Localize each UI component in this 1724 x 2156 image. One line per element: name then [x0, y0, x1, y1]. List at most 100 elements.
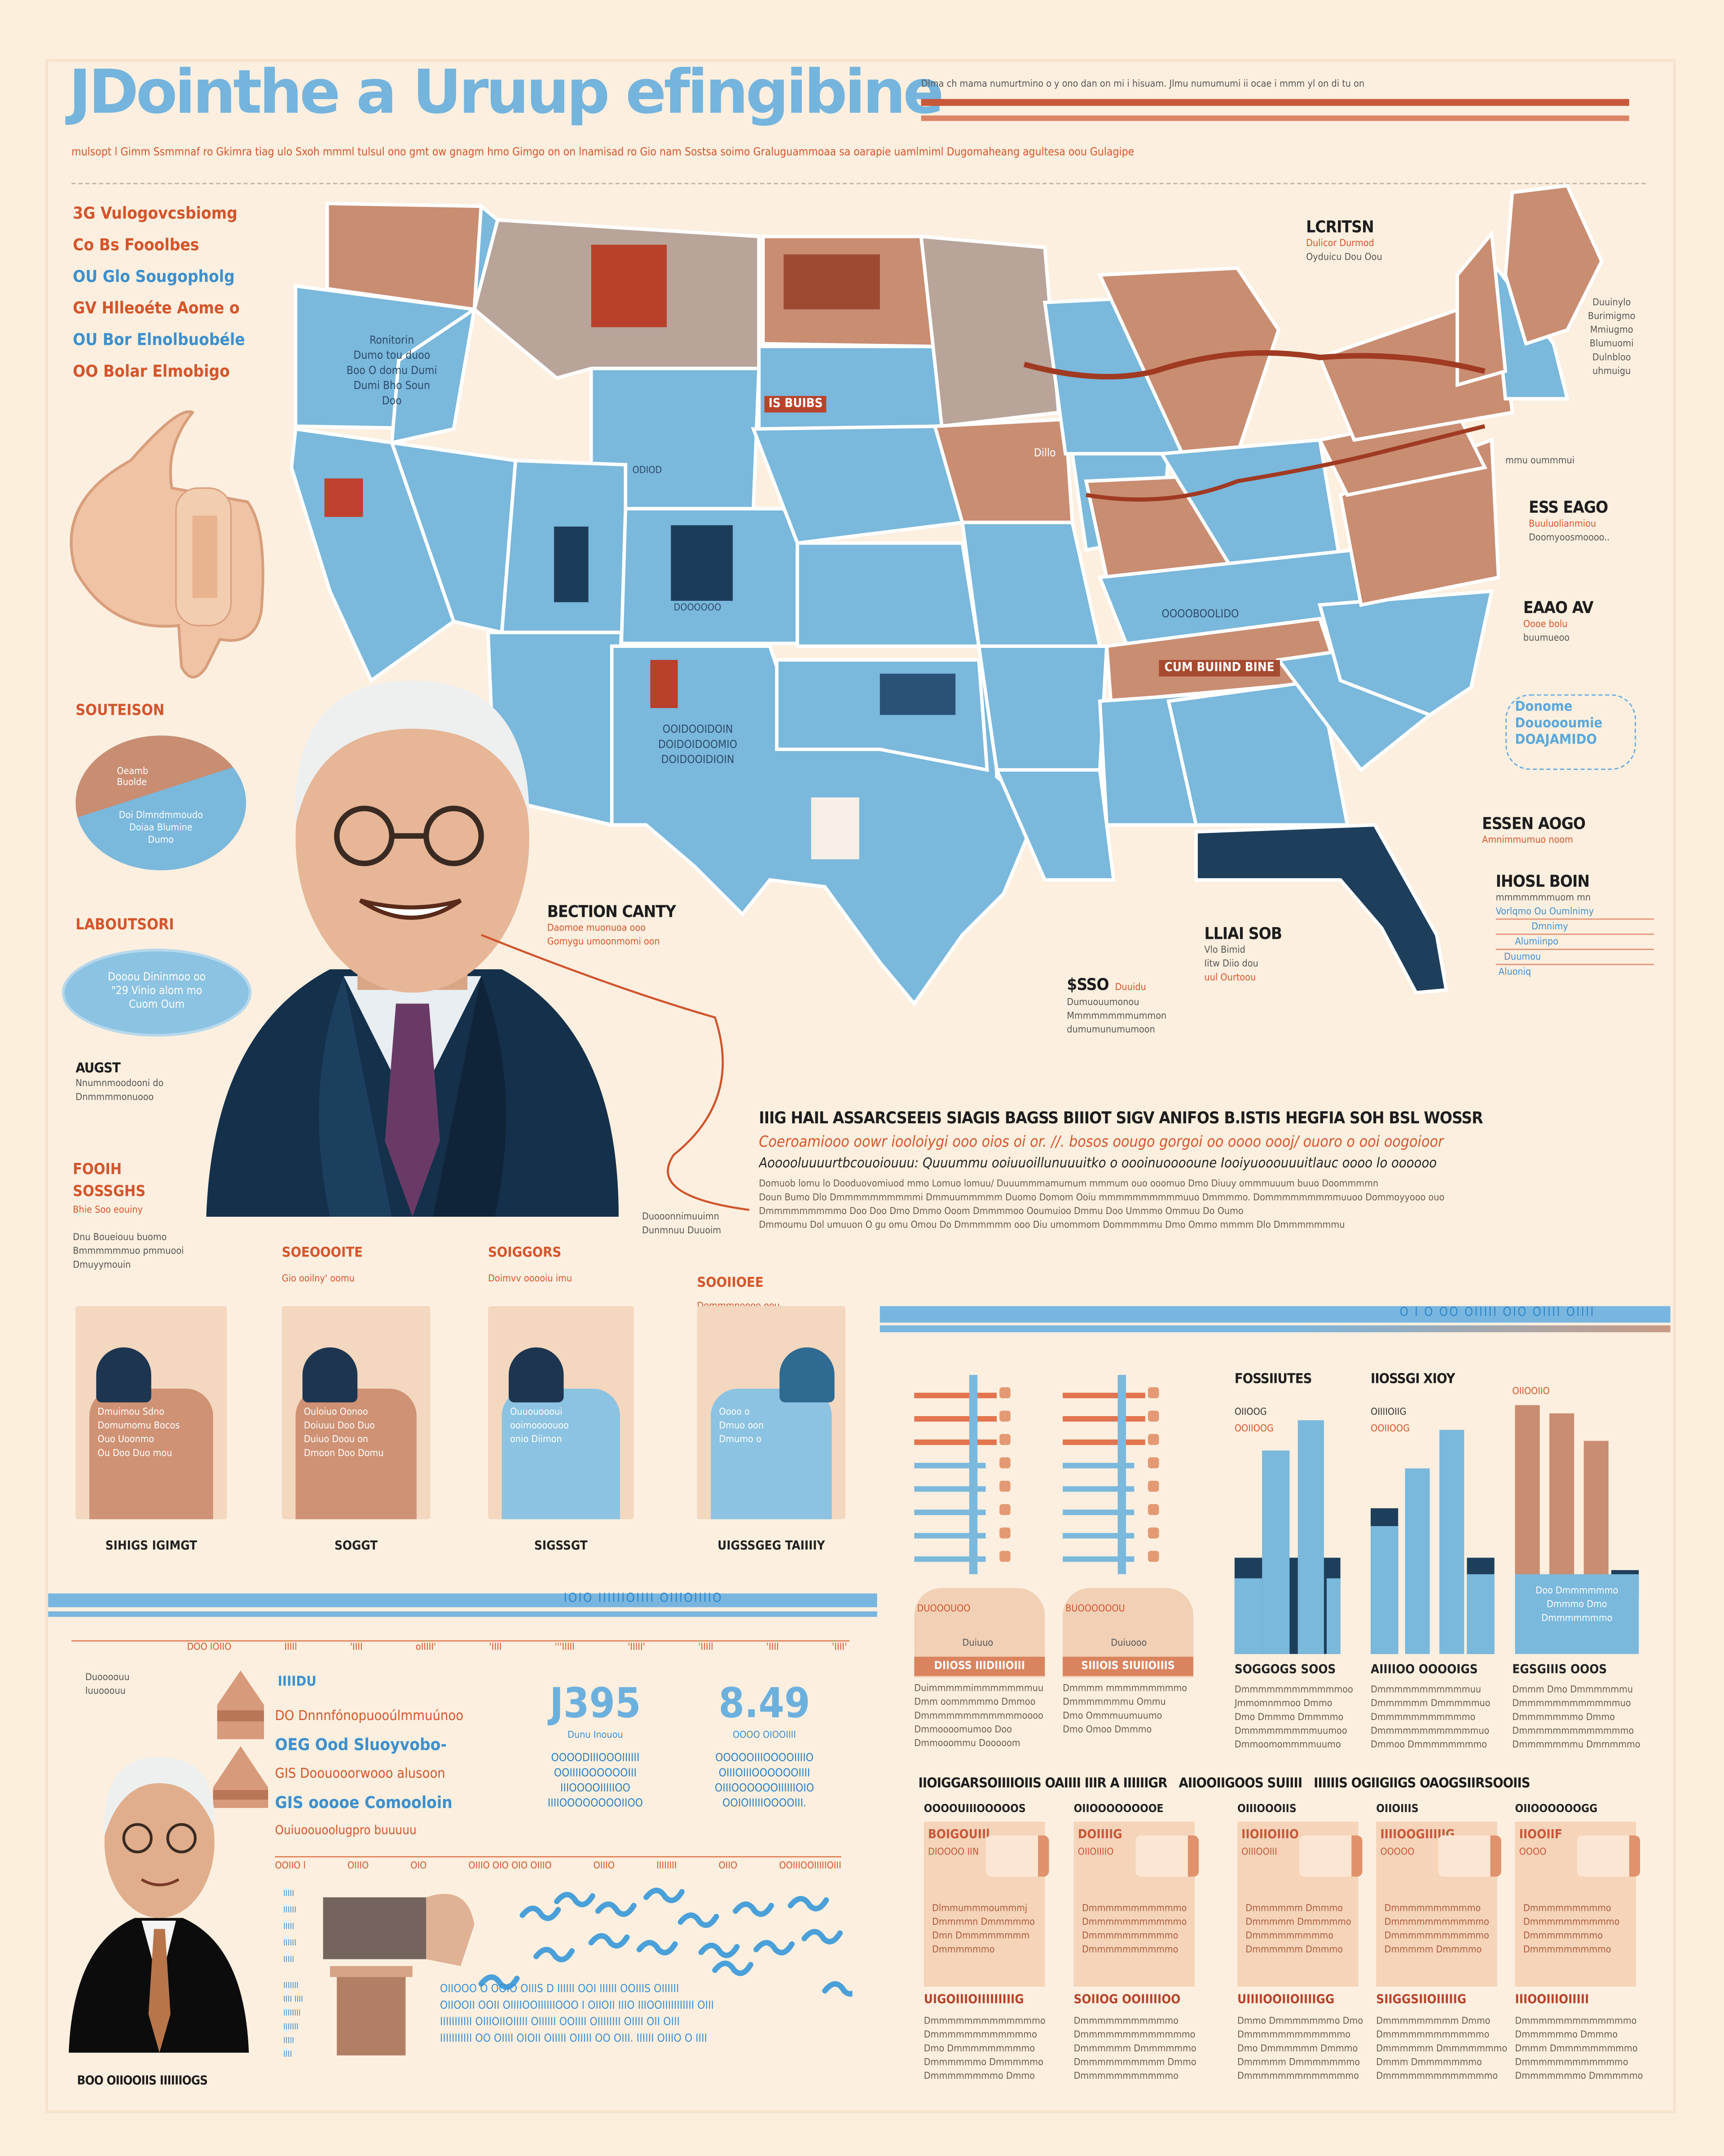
map-label-title: OOIDOOIDOIN	[662, 723, 733, 736]
stat-line: OIIIOIIIOOOOOOIIII	[718, 1766, 810, 1779]
bird-icon	[801, 1929, 843, 1945]
card-text: Ouloiuo Oonoo Doiuuu Doo Duo Duiuo Doou …	[303, 1406, 384, 1459]
portrait-caption: BOO OIIOOIIS IIIIIIOGS	[77, 2074, 208, 2089]
landmark-icon	[811, 797, 859, 859]
ruler-ticks: OOIIO l OIIIO OIO OIIIO OIO OIO OIIIO OIIIO I…	[275, 1860, 841, 1871]
state-region	[1194, 823, 1448, 994]
chart-text: Dmmm Dmo Dmmmmmmu	[1512, 1684, 1633, 1695]
map-note: IHOSL BOIN mmmmmmmuom mn Vorlqmo Ou Ouml…	[1495, 871, 1654, 979]
ruler-line-text: Duimmmmmimmmmmmmuu	[914, 1683, 1044, 1694]
panel-title: AUGST	[75, 1061, 120, 1077]
band-label: IOIO IIIIIIOIIII OIIIOIIIIO	[563, 1592, 723, 1606]
list-item: OU Bor Elnolbuobéle	[73, 330, 245, 349]
figure-icon	[509, 1347, 564, 1403]
ruler-tick	[1063, 1533, 1135, 1539]
typewriter-icon	[1577, 1835, 1640, 1877]
card-caption: SOGGT	[334, 1540, 378, 1554]
card-sub: Gio ooilny' oomu	[281, 1273, 355, 1285]
card-shape	[295, 1388, 417, 1519]
chart-text: Dmmmmmm Dmmmmmuo	[1371, 1698, 1491, 1709]
card-caption: SOIIOG OOIIIIIOO	[1073, 1993, 1181, 2007]
panel-text: Dmuyymouin	[73, 1259, 131, 1271]
card-text: Dmmmmmm Dmmmmmmo	[1073, 2043, 1196, 2054]
info-card: IIOOIIF OOOO Dmmmmmmmmmo Dmmmmmmmmmmo Dmmm…	[1515, 1822, 1640, 1987]
panel-text: Bmmmmmmuo pmmuooi	[73, 1245, 184, 1257]
pie-chart-icon: Oeamb Buolde Doi Dlmndmmoudo Doiaa Blumi…	[75, 735, 246, 871]
list-item: GIS Doouooorwooo alusoon	[275, 1766, 445, 1782]
bar	[1515, 1405, 1540, 1577]
stat-line: OOOOOIIIOOOOIIIIO	[715, 1751, 814, 1764]
ruler-line-text: Dmo Omoo Dmmmo	[1063, 1724, 1152, 1735]
chart-text: Dmmmmmmmmmmmuu	[1371, 1684, 1481, 1695]
card-text: Dmmm Dmmmmmmmmmo	[1515, 2043, 1638, 2054]
card-label: SOIGGORS	[488, 1245, 562, 1261]
side-line: Burimigmo	[1588, 311, 1636, 322]
tick-label: '''IIIII	[554, 1641, 575, 1653]
tick-label: 'IIIII'	[628, 1641, 646, 1653]
band-label: O I O OO OIIIII OIO OIIII OIIII	[1399, 1306, 1595, 1320]
ruler-line-text: Dmmmm mmmmmmmmmo	[1063, 1683, 1187, 1694]
chart-caption: AIIIIOO OOOOIGS	[1371, 1663, 1478, 1677]
card-text: Oooo o Dmuo oon Dmumo o	[719, 1406, 764, 1445]
chart-text: Dmmmmmmmmmmmmuo	[1512, 1698, 1631, 1709]
chart-caption: SOGGOGS SOOS	[1234, 1663, 1336, 1677]
bar	[1405, 1468, 1430, 1654]
ruler-banner: DIIOSS IIIDIIIOIII	[914, 1656, 1045, 1676]
map-label: OOIDOOIDOIN DOIDOIDOOMIO DOIDOOIDIOIN	[633, 722, 763, 767]
bird-icon	[533, 1947, 575, 1962]
note-title: ESS EAGO	[1529, 497, 1608, 517]
ruler-banner: SIIIOIS SIUIIOIIIS	[1063, 1656, 1193, 1676]
tick-label: OOIIO l	[275, 1860, 306, 1871]
note-text: dumumunumumoon	[1067, 1024, 1155, 1035]
bar	[1467, 1574, 1495, 1654]
bird-icon	[519, 1905, 561, 1921]
header-rule	[921, 99, 1629, 106]
headline-title: IIIG HAIL ASSARCSEEIS SIAGIS BAGSS BIIIO…	[759, 1108, 1483, 1128]
state-region	[1317, 589, 1494, 717]
ruler-marker-icon	[1148, 1551, 1159, 1562]
card-text: Dmmmmmmmmmmmmo	[1515, 2057, 1628, 2068]
ruler-marker-icon	[999, 1551, 1011, 1562]
typewriter-icon	[1438, 1835, 1501, 1877]
panel-text: Dnu Boueiouu buomo	[73, 1232, 167, 1243]
route-line	[1086, 424, 1486, 502]
side-line: Blumuomi	[1589, 338, 1634, 349]
axis-label: IIII IIII	[283, 1995, 303, 2005]
card-text: Dmmmmmmo Dmmmmmo	[924, 2057, 1043, 2068]
stat-value: J395	[550, 1680, 641, 1729]
callout-bottom: Duooonnimuuimn Dunmnuu Duuoim	[642, 1211, 721, 1236]
map-label: DOOOOOO	[673, 602, 721, 613]
section-band	[48, 1593, 877, 1607]
card-text: Dmmmmmmmmmmmmo	[1237, 2029, 1351, 2041]
ruler-spine	[1117, 1375, 1126, 1575]
card-caption: UIIIIOOIIOIIIIGG	[1237, 1993, 1335, 2007]
card-sub: OIIOIIIIO	[1078, 1846, 1114, 1858]
axis-label: IIIIII	[283, 1938, 297, 1949]
section-band	[48, 1611, 877, 1617]
pie-label: Oeamb Buolde	[117, 766, 149, 788]
panel-sub: Bhie Soo eouiny	[73, 1204, 143, 1215]
section-band	[880, 1325, 1671, 1333]
card-sub: OIIIOOIII	[1241, 1846, 1277, 1858]
tick-label: OIIIO OIO OIO OIIIO	[468, 1860, 552, 1871]
axis-label: IIIIIII	[283, 1981, 299, 1991]
panel-text: Dnmmmmonuooo	[75, 1091, 154, 1103]
ruler-tick	[1063, 1463, 1135, 1469]
note-text: Vlo Bimid	[1204, 944, 1245, 956]
card-label: OIIOIIIS	[1376, 1802, 1419, 1815]
map-label: Dillo	[1034, 447, 1056, 459]
chart-text: Dmmmmmmmmmuumoo	[1234, 1725, 1347, 1737]
chart-sub: OIIIIOIIG	[1371, 1406, 1407, 1418]
map-label-text: Dumo tou duoo Boo O domu Dumi Dumi Bho S…	[346, 349, 437, 407]
info-card: DOIIIIG OIIOIIIIO Dmmmmmmmmmmmo Dmmmmmmmmm…	[1073, 1822, 1199, 1987]
list-head: IIIIDU	[277, 1674, 317, 1690]
card-body: Dmmmmmm Dmmmo Dmmmmm Dmmmmmo Dmmmmmmmmmo…	[1245, 1903, 1351, 1955]
rocket-icon	[213, 1670, 268, 1808]
migration-illustration-icon	[323, 1888, 853, 2055]
side-line: uhmuigu	[1592, 365, 1631, 377]
bird-icon	[595, 1901, 637, 1917]
card-body: Dlmmummmoummmj Dmmmmn Dmmmmmo Dmn Dmmmmm…	[932, 1903, 1035, 1955]
tick-label: OIO	[410, 1860, 427, 1871]
axis-label: IIIII	[283, 1922, 295, 1932]
